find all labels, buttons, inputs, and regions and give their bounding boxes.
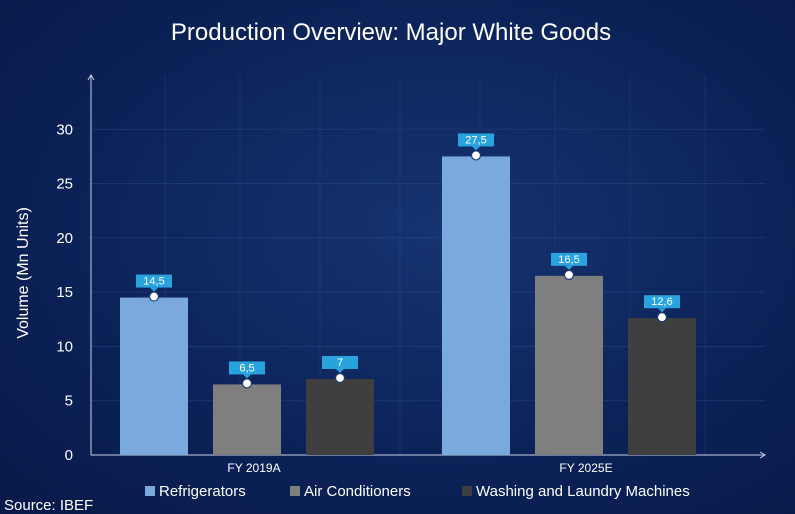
bar: [213, 384, 281, 455]
y-tick-label: 5: [65, 393, 73, 410]
data-point-marker: [241, 378, 253, 389]
source-note: Source: IBEF: [4, 497, 93, 514]
bar: [120, 297, 188, 455]
bars: 14,5 27,5 6,5 16,5 7 12,6: [120, 133, 696, 455]
data-label-pointer: [150, 287, 158, 292]
chart-title: Production Overview: Major White Goods: [171, 19, 611, 46]
x-categories: FY 2019A FY 2025E: [227, 461, 612, 475]
x-category-label: FY 2025E: [559, 461, 612, 475]
y-tick-label: 30: [56, 121, 73, 138]
y-tick-label: 15: [56, 284, 73, 301]
data-label-pointer: [243, 374, 251, 379]
y-tick-label: 0: [65, 447, 73, 464]
data-label-box: [644, 295, 680, 309]
data-label: 7: [337, 357, 343, 369]
data-point-marker: [334, 372, 346, 384]
data-label: 14,5: [143, 276, 164, 288]
data-point-marker: [563, 269, 575, 280]
data-label-pointer: [336, 369, 344, 373]
data-label: 16,5: [558, 254, 579, 266]
y-axis-label: Volume (Mn Units): [15, 207, 32, 339]
legend: Refrigerators Air Conditioners Washing and…: [145, 483, 690, 500]
legend-label: Washing and Laundry Machines: [476, 483, 690, 500]
data-point-marker: [148, 291, 160, 302]
legend-swatch: [462, 486, 472, 496]
data-label-box: [458, 133, 494, 147]
y-tick-label: 25: [56, 176, 73, 193]
data-label: 12,6: [651, 296, 672, 308]
data-label-box: [229, 361, 265, 375]
bar: [628, 318, 696, 455]
bar: [306, 379, 374, 455]
data-point-marker: [656, 312, 668, 323]
data-label-pointer: [658, 308, 666, 313]
legend-swatch: [290, 486, 300, 496]
data-label: 6,5: [239, 362, 254, 374]
data-label-box: [136, 274, 172, 288]
data-label: 27,5: [465, 134, 486, 146]
data-label-box: [551, 252, 587, 266]
bar: [442, 156, 510, 455]
data-label-pointer: [472, 146, 480, 151]
y-axis-arrow: [87, 74, 95, 81]
legend-label: Refrigerators: [159, 483, 246, 500]
x-axis-arrow: [759, 451, 766, 459]
data-label-pointer: [565, 265, 573, 270]
data-label-box: [322, 356, 358, 369]
bar: [535, 275, 603, 455]
legend-swatch: [145, 486, 155, 496]
y-tick-label: 10: [56, 338, 73, 355]
y-ticks: 0 5 10 15 20 25 30: [56, 121, 73, 464]
legend-label: Air Conditioners: [304, 483, 411, 500]
x-category-label: FY 2019A: [227, 461, 280, 475]
data-point-marker: [470, 150, 482, 161]
y-tick-label: 20: [56, 230, 73, 247]
